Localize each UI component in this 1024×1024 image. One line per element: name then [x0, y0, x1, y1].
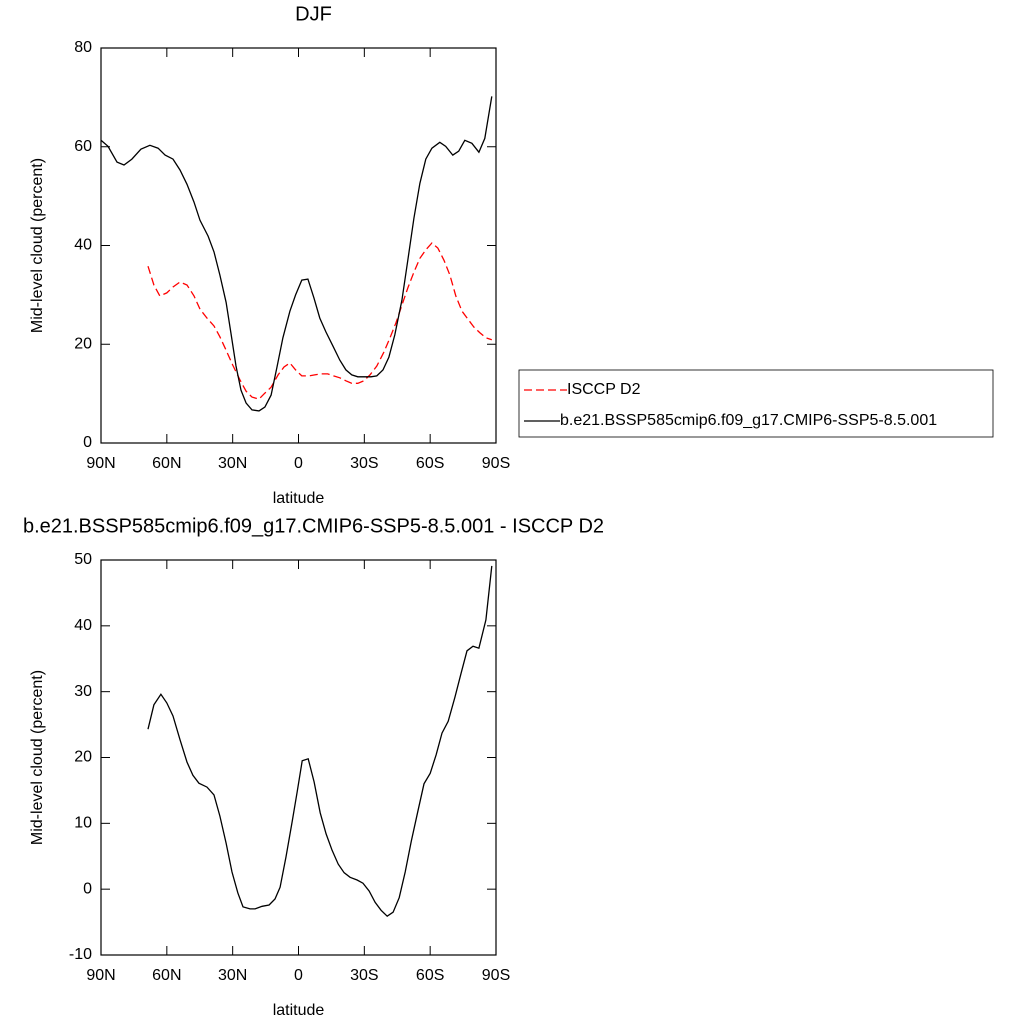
y-tick-label: 40 [74, 617, 92, 634]
x-tick-label: 90S [482, 455, 510, 472]
x-tick-label: 30S [350, 967, 378, 984]
y-axis-label: Mid-level cloud (percent) [29, 670, 46, 845]
y-tick-label: -10 [69, 946, 92, 963]
x-tick-label: 0 [294, 455, 303, 472]
x-tick-label: 30N [218, 455, 247, 472]
x-tick-label: 60S [416, 967, 444, 984]
y-tick-label: 0 [83, 880, 92, 897]
y-tick-label: 80 [74, 39, 92, 56]
x-tick-label: 30S [350, 455, 378, 472]
x-tick-label: 90S [482, 967, 510, 984]
y-tick-label: 20 [74, 335, 92, 352]
x-axis-label: latitude [273, 1002, 325, 1019]
data-line [147, 242, 493, 400]
x-tick-label: 0 [294, 967, 303, 984]
y-tick-label: 0 [83, 434, 92, 451]
x-tick-label: 30N [218, 967, 247, 984]
x-tick-label: 60S [416, 455, 444, 472]
chart-title: b.e21.BSSP585cmip6.f09_g17.CMIP6-SSP5-8.… [23, 515, 604, 537]
x-tick-label: 90N [86, 967, 115, 984]
chart-title: DJF [295, 3, 332, 25]
y-tick-label: 30 [74, 683, 92, 700]
legend-box [518, 369, 994, 438]
x-tick-label: 60N [152, 967, 181, 984]
plot-frame [100, 47, 497, 444]
legend-label: b.e21.BSSP585cmip6.f09_g17.CMIP6-SSP5-8.… [560, 412, 937, 429]
y-tick-label: 10 [74, 815, 92, 832]
y-axis-label: Mid-level cloud (percent) [29, 158, 46, 333]
y-tick-label: 50 [74, 551, 92, 568]
plot-frame [100, 559, 497, 956]
x-tick-label: 90N [86, 455, 115, 472]
legend-label: ISCCP D2 [567, 381, 641, 398]
y-tick-label: 60 [74, 138, 92, 155]
data-line [100, 96, 493, 412]
x-axis-label: latitude [273, 490, 325, 507]
data-line [147, 565, 493, 918]
y-tick-label: 20 [74, 749, 92, 766]
y-tick-label: 40 [74, 237, 92, 254]
x-tick-label: 60N [152, 455, 181, 472]
